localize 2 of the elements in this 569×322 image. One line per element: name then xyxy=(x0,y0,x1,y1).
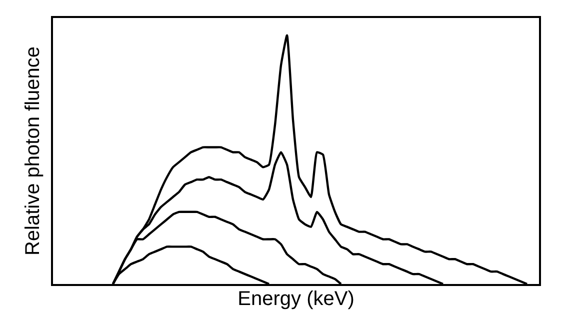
x-axis-title: Energy (keV) xyxy=(238,288,354,310)
y-axis-title: Relative photon fluence xyxy=(22,46,44,256)
